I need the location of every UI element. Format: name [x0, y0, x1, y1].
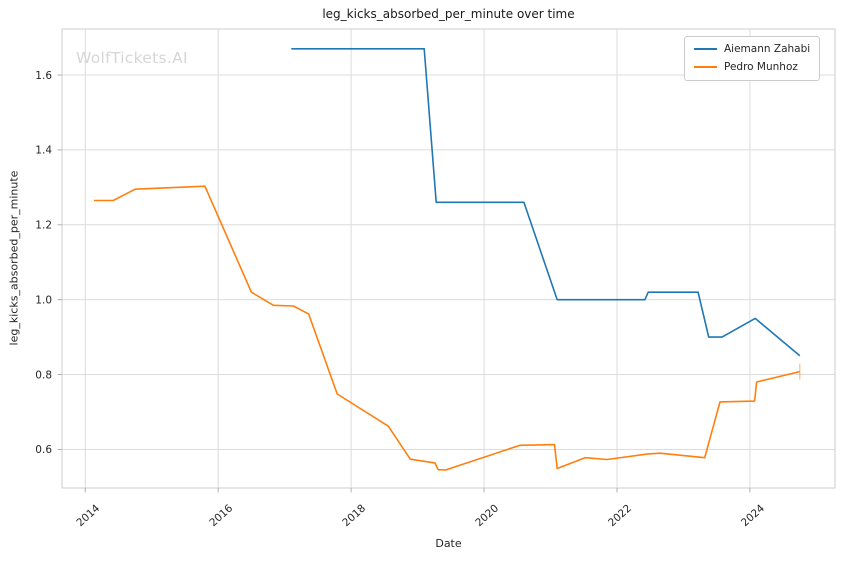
watermark: WolfTickets.AI	[76, 49, 188, 67]
x-axis-label: Date	[435, 537, 462, 550]
x-tick-label: 2024	[739, 502, 767, 529]
x-tick-label: 2020	[473, 502, 501, 529]
series-line-aiemann-zahabi	[291, 47, 801, 357]
legend-item-pedro-munhoz: Pedro Munhoz	[694, 60, 810, 74]
legend-label: Pedro Munhoz	[724, 61, 798, 73]
legend-item-aiemann-zahabi: Aiemann Zahabi	[694, 42, 810, 56]
x-tick-label: 2018	[340, 502, 368, 529]
x-tick-label: 2016	[207, 502, 235, 529]
x-tick-label: 2014	[74, 502, 102, 529]
y-tick-label: 0.8	[35, 369, 52, 381]
legend-line-swatch-blue	[694, 48, 717, 50]
y-tick-label: 1.4	[35, 145, 52, 157]
plot-area	[61, 28, 836, 489]
y-axis-label: leg_kicks_absorbed_per_minute	[7, 170, 21, 346]
legend: Aiemann Zahabi Pedro Munhoz	[684, 36, 821, 81]
x-tick-label: 2022	[606, 502, 634, 529]
y-tick-label: 1.2	[35, 220, 52, 232]
y-tick-label: 1.6	[35, 70, 52, 82]
legend-label: Aiemann Zahabi	[724, 43, 811, 55]
legend-line-swatch-orange	[694, 66, 717, 68]
y-tick-label: 1.0	[35, 294, 52, 306]
chart-title: leg_kicks_absorbed_per_minute over time	[322, 7, 575, 21]
y-tick-label: 0.6	[35, 444, 52, 456]
series-line-pedro-munhoz	[93, 185, 800, 471]
